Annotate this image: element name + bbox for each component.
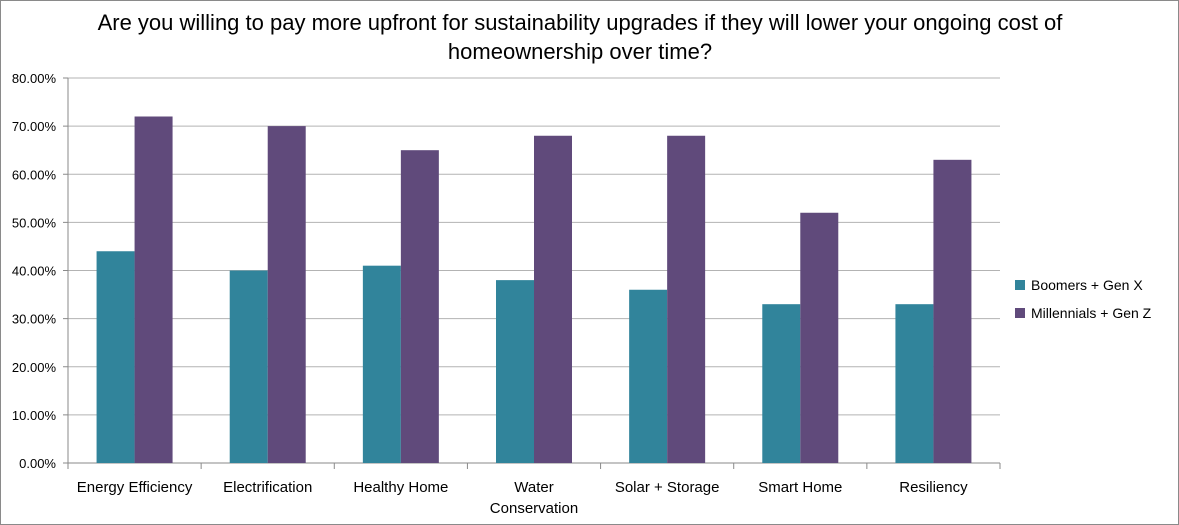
legend-label-boomers: Boomers + Gen X [1031,277,1143,293]
y-tick-label: 30.00% [12,312,57,327]
bar-boomers [229,270,268,463]
bar-millennials [667,135,706,463]
bar-millennials [534,135,572,463]
bar-millennials [933,159,972,463]
chart-title: Are you willing to pay more upfront for … [97,10,1063,64]
x-tick-label: Water [514,479,553,496]
y-tick-label: 70.00% [12,119,57,134]
legend-swatch-millennials [1015,308,1025,318]
y-tick-label: 20.00% [12,360,57,375]
x-tick-label: Resiliency [899,479,968,496]
y-tick-label: 80.00% [12,71,57,86]
bar-boomers [762,304,801,463]
x-tick-label: Smart Home [758,479,842,496]
x-tick-label: Solar + Storage [615,479,720,496]
legend: Boomers + Gen X Millennials + Gen Z [1015,271,1151,327]
legend-item-millennials: Millennials + Gen Z [1015,299,1151,327]
x-tick-label: Conservation [490,500,578,517]
y-tick-label: 10.00% [12,408,57,423]
bar-boomers [895,304,934,463]
bar-millennials [134,116,173,463]
y-tick-label: 50.00% [12,215,57,230]
y-tick-label: 60.00% [12,167,57,182]
bar-millennials [400,150,439,463]
y-tick-label: 0.00% [19,456,56,471]
bar-millennials [800,212,839,463]
x-tick-label: Energy Efficiency [77,479,193,496]
x-tick-label: Electrification [223,479,312,496]
legend-item-boomers: Boomers + Gen X [1015,271,1151,299]
bar-boomers [96,251,135,463]
bar-millennials [267,126,306,463]
legend-swatch-boomers [1015,280,1025,290]
bar-boomers [496,280,534,463]
bar-boomers [362,265,401,463]
legend-label-millennials: Millennials + Gen Z [1031,305,1152,321]
y-tick-label: 40.00% [12,264,57,279]
x-tick-label: Healthy Home [353,479,448,496]
bar-boomers [629,289,668,463]
